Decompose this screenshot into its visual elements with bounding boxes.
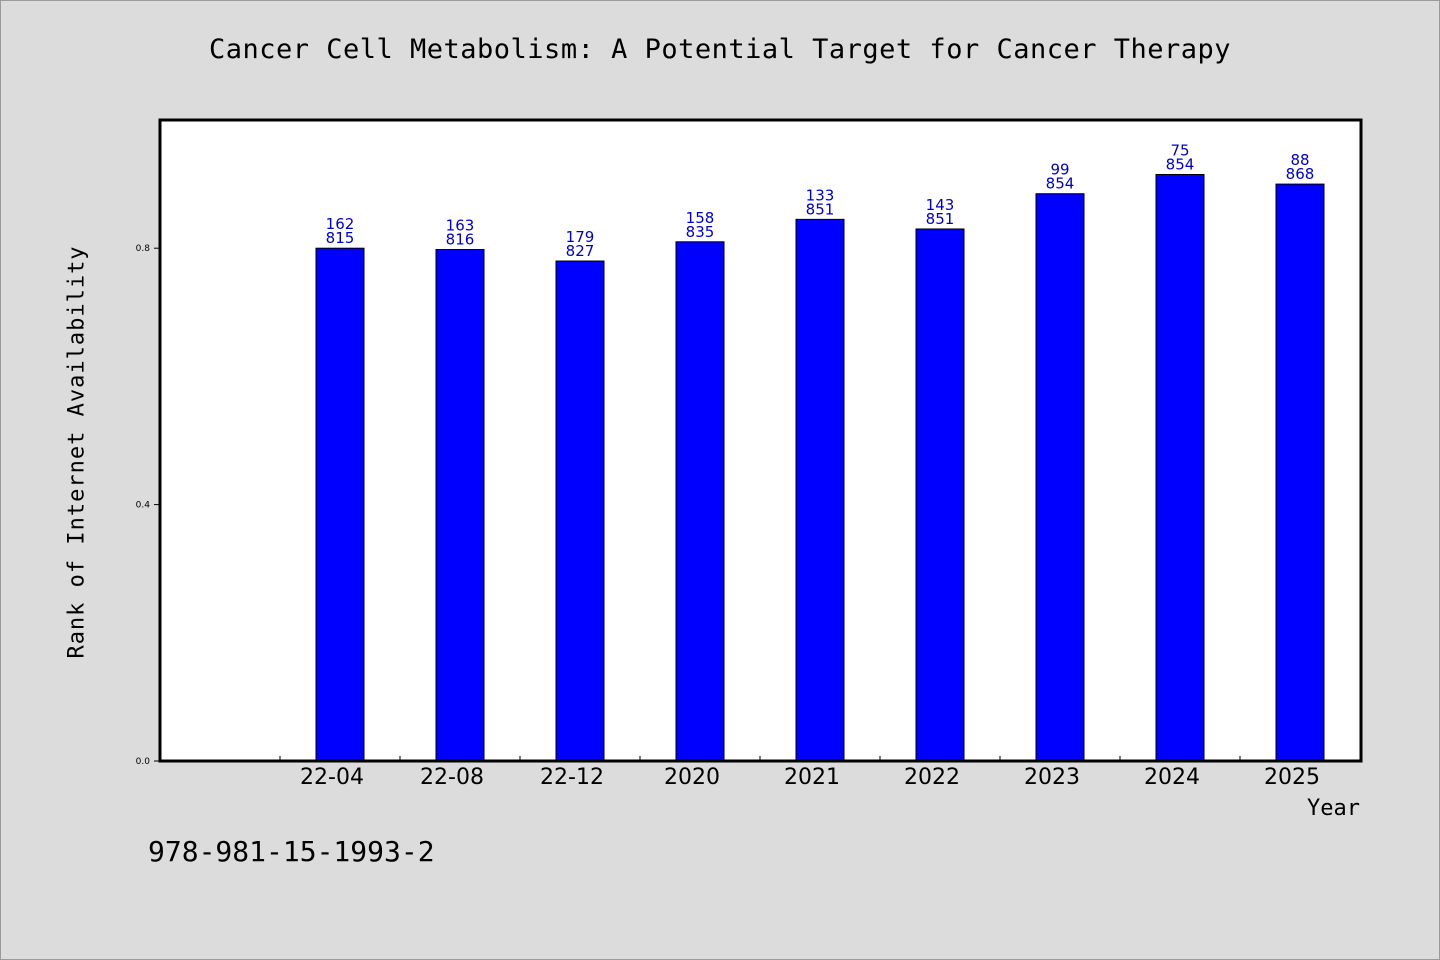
- y-tick-label: 0.8: [136, 244, 151, 254]
- data-label-bottom: 815: [326, 229, 355, 247]
- x-tick-label: 2023: [1024, 765, 1080, 790]
- bar-2021: [795, 218, 845, 762]
- y-tick-label: 0.0: [136, 757, 151, 767]
- x-tick-label: 2020: [664, 765, 720, 790]
- bar-22-08: [435, 248, 485, 762]
- y-tick-label: 0.4: [136, 501, 151, 511]
- x-tick-label: 22-04: [300, 765, 364, 790]
- bar-2020: [675, 241, 725, 762]
- x-tick-label: 2021: [784, 765, 840, 790]
- x-tick-label: 22-08: [420, 765, 484, 790]
- data-label-top: 163: [446, 216, 475, 234]
- x-tick-label: 22-12: [540, 765, 604, 790]
- data-label-top: 162: [326, 215, 355, 233]
- bar-2022: [915, 228, 965, 762]
- data-label-top: 88: [1290, 151, 1309, 169]
- data-label-top: 158: [686, 209, 715, 227]
- x-axis-label: Year: [1307, 796, 1360, 821]
- x-tick-label: 2024: [1144, 765, 1200, 790]
- isbn-text: 978-981-15-1993-2: [148, 835, 435, 868]
- bar-22-12: [555, 260, 605, 762]
- bar-2023: [1035, 193, 1085, 762]
- data-label-bottom: 854: [1166, 155, 1195, 173]
- data-label-top: 99: [1050, 161, 1069, 179]
- data-label-bottom: 835: [686, 223, 715, 241]
- bar-2024: [1155, 173, 1205, 762]
- data-label-bottom: 854: [1046, 175, 1075, 193]
- x-tick-label: 2025: [1264, 765, 1320, 790]
- chart-title: Cancer Cell Metabolism: A Potential Targ…: [208, 34, 1232, 65]
- data-label-bottom: 816: [446, 230, 475, 248]
- data-label-bottom: 851: [926, 210, 955, 228]
- bar-22-04: [315, 247, 365, 762]
- data-label-top: 133: [806, 186, 835, 204]
- x-tick-label: 2022: [904, 765, 960, 790]
- data-label-top: 179: [566, 228, 595, 246]
- data-label-top: 143: [926, 196, 955, 214]
- bar-2025: [1275, 183, 1325, 762]
- data-label-bottom: 868: [1286, 165, 1315, 183]
- data-label-top: 75: [1170, 141, 1189, 159]
- data-label-bottom: 827: [566, 242, 595, 260]
- data-label-bottom: 851: [806, 200, 835, 218]
- plot-border: [158, 118, 1363, 763]
